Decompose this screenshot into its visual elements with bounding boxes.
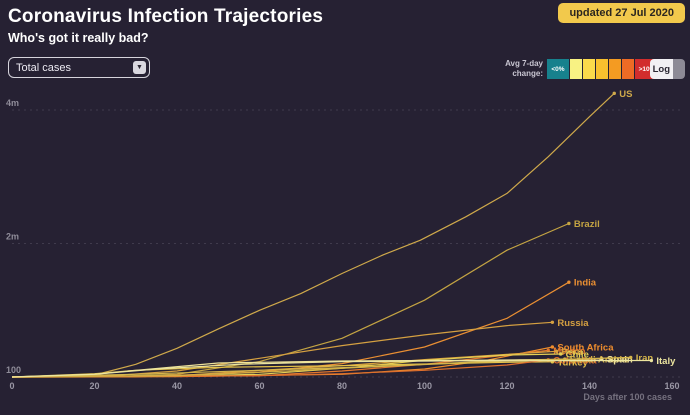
- page-title: Coronavirus Infection Trajectories: [8, 6, 324, 27]
- series-endpoint-peru: [554, 349, 559, 354]
- updated-badge: updated 27 Jul 2020: [558, 3, 685, 23]
- x-axis-tick-label: 60: [254, 381, 264, 391]
- log-toggle-track: [672, 59, 685, 79]
- series-label-spain[interactable]: Spain: [607, 354, 633, 365]
- x-axis-tick-label: 160: [664, 381, 679, 391]
- series-label-chile[interactable]: Chile: [566, 349, 589, 360]
- series-line-colombia[interactable]: [11, 359, 549, 378]
- legend-swatch: [570, 59, 582, 79]
- series-line-italy[interactable]: [11, 359, 652, 378]
- series-endpoint-russia: [550, 320, 555, 324]
- series-endpoint-iran: [629, 355, 633, 360]
- series-endpoint-south-africa: [550, 345, 555, 349]
- series-label-mexico[interactable]: Mexico: [553, 346, 585, 357]
- series-label-us[interactable]: US: [619, 89, 632, 100]
- page-subtitle: Who's got it really bad?: [8, 31, 149, 45]
- x-axis-tick-label: 0: [9, 381, 14, 391]
- legend-swatch: [583, 59, 595, 79]
- x-axis-tick-label: 120: [499, 381, 514, 391]
- series-label-russia[interactable]: Russia: [557, 318, 589, 329]
- series-label-south-africa[interactable]: South Africa: [557, 342, 614, 353]
- legend-swatch: <0%: [547, 59, 569, 79]
- legend-swatch: [622, 59, 634, 79]
- series-endpoint-us: [612, 91, 616, 96]
- log-scale-toggle[interactable]: Log: [650, 59, 685, 79]
- metric-dropdown-value: Total cases: [16, 61, 72, 74]
- series-label-peru[interactable]: Peru: [562, 347, 583, 358]
- metric-dropdown[interactable]: Total cases ▼: [8, 57, 150, 78]
- x-axis-tick-label: 80: [337, 381, 347, 391]
- series-endpoint-italy: [649, 358, 654, 363]
- color-legend: <0% >10%: [547, 59, 659, 79]
- x-axis-tick-label: 140: [582, 381, 597, 391]
- y-axis-tick-label: 4m: [6, 98, 19, 108]
- chevron-down-icon: ▼: [133, 61, 146, 74]
- series-endpoint-brazil: [567, 221, 571, 226]
- x-axis-label: Days after 100 cases: [583, 392, 672, 402]
- y-axis-tick-label: 100: [6, 365, 21, 375]
- x-axis-tick-label: 100: [417, 381, 432, 391]
- series-endpoint-india: [567, 280, 571, 284]
- series-endpoint-chile: [558, 352, 563, 356]
- series-label-india[interactable]: India: [574, 278, 597, 289]
- x-axis-tick-label: 40: [172, 381, 182, 391]
- legend-label: Avg 7-day change:: [505, 59, 543, 78]
- series-label-turkey[interactable]: Turkey: [557, 357, 588, 368]
- y-axis-tick-label: 2m: [6, 232, 19, 242]
- log-toggle-label: Log: [650, 59, 673, 79]
- series-line-us[interactable]: [11, 92, 615, 378]
- series-label-brazil[interactable]: Brazil: [574, 219, 600, 230]
- series-label-iran[interactable]: Iran: [636, 353, 654, 364]
- legend-swatch: [609, 59, 621, 79]
- legend-swatch: [596, 59, 608, 79]
- series-label-italy[interactable]: Italy: [656, 356, 676, 367]
- x-axis-tick-label: 20: [89, 381, 99, 391]
